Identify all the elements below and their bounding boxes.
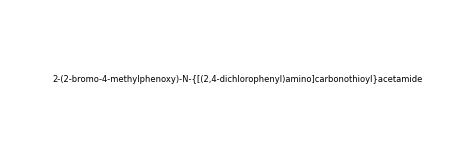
Text: 2-(2-bromo-4-methylphenoxy)-N-{[(2,4-dichlorophenyl)amino]carbonothioyl}acetamid: 2-(2-bromo-4-methylphenoxy)-N-{[(2,4-dic… <box>52 75 422 84</box>
